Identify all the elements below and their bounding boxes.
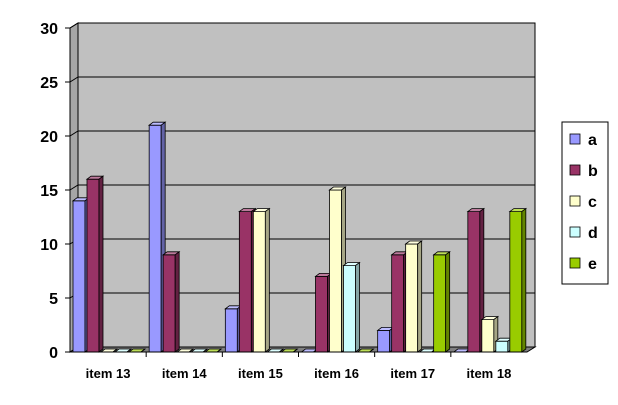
y-tick-label: 25: [40, 75, 58, 92]
x-tick-label: item 15: [238, 366, 283, 381]
bar-c-4: [404, 240, 423, 353]
legend-box: [561, 121, 609, 285]
legend-swatch-e: [569, 257, 581, 269]
bar-a-0: [71, 197, 91, 353]
x-tick-label: item 16: [314, 366, 359, 381]
y-tick-label: 10: [40, 237, 58, 254]
x-tick-label: item 13: [86, 366, 131, 381]
bar-e-5: [508, 207, 528, 353]
bar-b-1: [161, 251, 181, 353]
y-tick-label: 0: [49, 345, 58, 362]
gridline: [69, 22, 535, 29]
legend-swatch-a: [569, 133, 581, 145]
y-tick-label: 30: [40, 21, 58, 38]
gridline: [69, 184, 535, 191]
y-tick-label: 20: [40, 129, 58, 146]
legend-label-c: c: [588, 194, 597, 211]
x-tick-label: item 18: [467, 366, 512, 381]
bars-layer: [71, 121, 528, 353]
bar-d-5: [494, 337, 514, 353]
legend-swatch-d: [569, 226, 581, 238]
axes-layer: 0 5 10 15 20 25 30 item 13 item 14 item 15 item 16…: [40, 21, 527, 381]
legend-label-e: e: [588, 256, 597, 273]
bar-e-4: [432, 251, 451, 353]
legend-label-d: d: [588, 225, 598, 242]
y-tick-label: 15: [40, 183, 58, 200]
x-tick-label: item 14: [162, 366, 208, 381]
legend-swatch-b: [569, 164, 581, 176]
legend-swatch-c: [569, 195, 581, 207]
legend-label-a: a: [588, 132, 597, 149]
bar-c-1: [175, 348, 195, 353]
bar-b-0: [85, 175, 105, 353]
gridline: [69, 130, 535, 137]
bar-e-0: [127, 348, 147, 353]
y-tick-label: 5: [49, 291, 58, 308]
legend-label-b: b: [588, 163, 598, 180]
x-tick-label: item 17: [390, 366, 435, 381]
bar-d-3: [342, 261, 361, 353]
chart-walls: [68, 22, 537, 353]
bar-c-2: [252, 207, 271, 353]
gridline: [69, 76, 535, 83]
